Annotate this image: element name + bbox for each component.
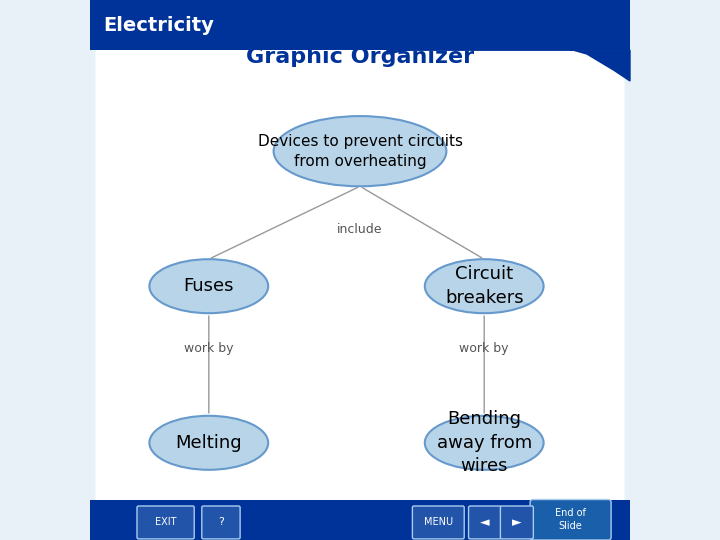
Text: End of
Slide: End of Slide <box>555 508 586 531</box>
FancyBboxPatch shape <box>95 49 625 502</box>
FancyBboxPatch shape <box>202 506 240 539</box>
Text: Fuses: Fuses <box>184 277 234 295</box>
FancyBboxPatch shape <box>469 506 501 539</box>
FancyBboxPatch shape <box>90 0 630 50</box>
Text: work by: work by <box>459 342 509 355</box>
Ellipse shape <box>425 416 544 470</box>
Ellipse shape <box>425 259 544 313</box>
FancyBboxPatch shape <box>137 506 194 539</box>
Ellipse shape <box>150 259 268 313</box>
Polygon shape <box>387 38 630 81</box>
Text: MENU: MENU <box>424 517 453 527</box>
Text: ◄: ◄ <box>480 516 490 529</box>
Text: Melting: Melting <box>176 434 242 452</box>
Text: Circuit
breakers: Circuit breakers <box>445 265 523 307</box>
Text: work by: work by <box>184 342 233 355</box>
Text: Bending
away from
wires: Bending away from wires <box>436 410 532 475</box>
FancyBboxPatch shape <box>413 506 464 539</box>
Text: ►: ► <box>512 516 521 529</box>
Text: Graphic Organizer: Graphic Organizer <box>246 46 474 67</box>
FancyBboxPatch shape <box>530 500 611 540</box>
Text: EXIT: EXIT <box>155 517 176 527</box>
Ellipse shape <box>274 116 446 186</box>
FancyBboxPatch shape <box>500 506 534 539</box>
Text: Devices to prevent circuits
from overheating: Devices to prevent circuits from overhea… <box>258 134 462 168</box>
Text: ?: ? <box>218 517 224 527</box>
Text: Electricity: Electricity <box>104 16 215 35</box>
Ellipse shape <box>150 416 268 470</box>
Text: include: include <box>337 223 383 236</box>
FancyBboxPatch shape <box>90 500 630 540</box>
